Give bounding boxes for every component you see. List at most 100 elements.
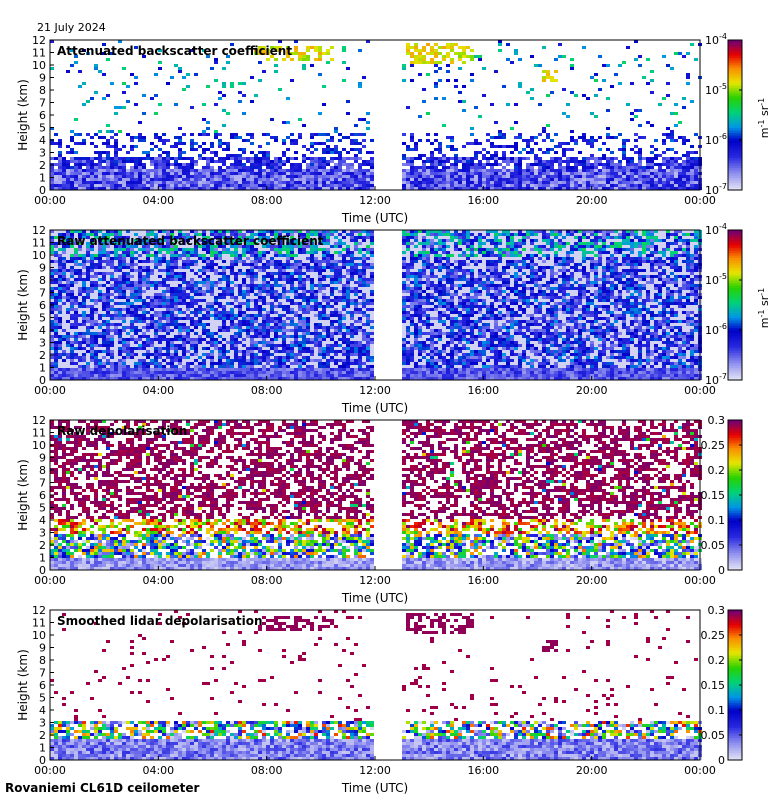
colorbar-tick-label: 10-7 xyxy=(705,372,727,387)
y-axis-label: Height (km) xyxy=(16,269,30,340)
y-tick-label: 12 xyxy=(32,414,46,427)
colorbar-unit: m-1 sr-1 xyxy=(757,98,771,138)
y-tick-label: 10 xyxy=(32,249,46,262)
x-tick-label: 00:00 xyxy=(34,384,66,397)
figure: Attenuated backscatter coefficient012345… xyxy=(0,0,780,800)
colorbar: 00.050.10.150.20.250.3 xyxy=(701,604,743,767)
y-tick-label: 9 xyxy=(39,262,46,275)
colorbar-tick-label: 0.2 xyxy=(708,464,726,477)
x-tick-label: 08:00 xyxy=(251,574,283,587)
y-axis-label: Height (km) xyxy=(16,79,30,150)
y-axis-label: Height (km) xyxy=(16,649,30,720)
y-tick-label: 12 xyxy=(32,604,46,617)
panel-2: Raw attenuated backscatter coefficient01… xyxy=(16,222,771,415)
x-tick-label: 12:00 xyxy=(359,384,391,397)
colorbar-tick-label: 10-4 xyxy=(705,222,727,237)
x-tick-label: 20:00 xyxy=(576,764,608,777)
y-tick-label: 6 xyxy=(39,679,46,692)
y-tick-label: 11 xyxy=(32,47,46,60)
y-tick-label: 9 xyxy=(39,452,46,465)
panel-title: Smoothed lidar depolarisation xyxy=(57,614,263,628)
x-tick-label: 08:00 xyxy=(251,384,283,397)
y-tick-label: 10 xyxy=(32,629,46,642)
y-tick-label: 7 xyxy=(39,477,46,490)
y-tick-label: 5 xyxy=(39,692,46,705)
x-tick-label: 08:00 xyxy=(251,194,283,207)
y-tick-label: 5 xyxy=(39,502,46,515)
colorbar-tick-label: 10-6 xyxy=(705,322,727,337)
colorbar-tick-label: 0.3 xyxy=(708,604,726,617)
y-tick-label: 1 xyxy=(39,362,46,375)
y-tick-label: 9 xyxy=(39,642,46,655)
y-tick-label: 1 xyxy=(39,552,46,565)
y-tick-label: 12 xyxy=(32,224,46,237)
y-tick-label: 1 xyxy=(39,742,46,755)
y-tick-label: 11 xyxy=(32,427,46,440)
x-tick-label: 12:00 xyxy=(359,194,391,207)
colorbar-tick-label: 10-4 xyxy=(705,32,727,47)
y-tick-label: 10 xyxy=(32,59,46,72)
instrument-label: Rovaniemi CL61D ceilometer xyxy=(5,781,199,795)
x-tick-label: 00:00 xyxy=(34,574,66,587)
y-tick-label: 4 xyxy=(39,324,46,337)
colorbar-tick-label: 0.1 xyxy=(708,704,726,717)
y-tick-label: 7 xyxy=(39,667,46,680)
y-tick-label: 1 xyxy=(39,172,46,185)
y-tick-label: 4 xyxy=(39,134,46,147)
y-tick-label: 6 xyxy=(39,489,46,502)
x-tick-label: 12:00 xyxy=(359,574,391,587)
y-tick-label: 11 xyxy=(32,617,46,630)
colorbar-tick-label: 10-6 xyxy=(705,132,727,147)
y-tick-label: 7 xyxy=(39,97,46,110)
x-tick-label: 16:00 xyxy=(467,764,499,777)
colorbar: 10-710-610-510-4m-1 sr-1 xyxy=(705,222,771,387)
colorbar-tick-label: 0.15 xyxy=(701,679,726,692)
x-tick-label: 04:00 xyxy=(142,194,174,207)
y-tick-label: 2 xyxy=(39,729,46,742)
x-tick-label: 08:00 xyxy=(251,764,283,777)
panel-title: Raw attenuated backscatter coefficient xyxy=(57,234,324,248)
colorbar-tick-label: 0.05 xyxy=(701,729,726,742)
y-tick-label: 6 xyxy=(39,299,46,312)
colorbar: 00.050.10.150.20.250.3 xyxy=(701,414,743,577)
x-tick-label: 20:00 xyxy=(576,384,608,397)
x-axis-label: Time (UTC) xyxy=(341,591,408,605)
y-tick-label: 2 xyxy=(39,539,46,552)
y-tick-label: 4 xyxy=(39,704,46,717)
y-tick-label: 6 xyxy=(39,109,46,122)
y-tick-label: 10 xyxy=(32,439,46,452)
x-tick-label: 00:00 xyxy=(684,764,716,777)
colorbar-tick-label: 0.2 xyxy=(708,654,726,667)
y-tick-label: 11 xyxy=(32,237,46,250)
x-tick-label: 00:00 xyxy=(34,764,66,777)
x-tick-label: 16:00 xyxy=(467,574,499,587)
panel-title: Raw depolarisation xyxy=(57,424,187,438)
panel-1: Attenuated backscatter coefficient012345… xyxy=(16,32,771,225)
y-tick-label: 8 xyxy=(39,654,46,667)
y-tick-label: 8 xyxy=(39,274,46,287)
colorbar-tick-label: 0.05 xyxy=(701,539,726,552)
y-tick-label: 9 xyxy=(39,72,46,85)
colorbar-tick-label: 10-7 xyxy=(705,182,727,197)
y-tick-label: 2 xyxy=(39,349,46,362)
x-tick-label: 20:00 xyxy=(576,574,608,587)
y-tick-label: 8 xyxy=(39,464,46,477)
y-tick-label: 2 xyxy=(39,159,46,172)
date-label: 21 July 2024 xyxy=(37,21,106,34)
x-tick-label: 04:00 xyxy=(142,764,174,777)
x-tick-label: 00:00 xyxy=(684,574,716,587)
y-tick-label: 3 xyxy=(39,717,46,730)
x-tick-label: 12:00 xyxy=(359,764,391,777)
colorbar-tick-label: 0.15 xyxy=(701,489,726,502)
x-axis-label: Time (UTC) xyxy=(341,211,408,225)
y-tick-label: 3 xyxy=(39,147,46,160)
y-tick-label: 7 xyxy=(39,287,46,300)
y-tick-label: 5 xyxy=(39,312,46,325)
y-tick-label: 8 xyxy=(39,84,46,97)
x-axis-label: Time (UTC) xyxy=(341,781,408,795)
x-tick-label: 16:00 xyxy=(467,194,499,207)
y-tick-label: 3 xyxy=(39,337,46,350)
colorbar-tick-label: 10-5 xyxy=(705,272,727,287)
panel-title: Attenuated backscatter coefficient xyxy=(57,44,292,58)
colorbar-tick-label: 0.3 xyxy=(708,414,726,427)
